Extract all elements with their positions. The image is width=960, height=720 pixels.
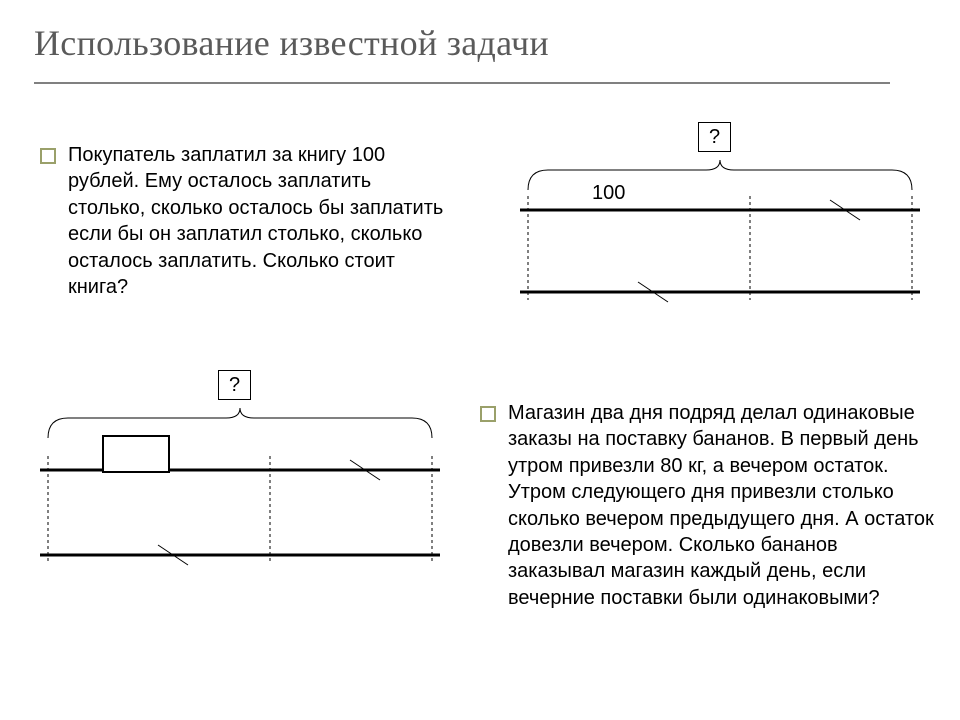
slide: Использование известной задачи Покупател… [0, 0, 960, 720]
title-block: Использование известной задачи [34, 22, 930, 92]
slide-title: Использование известной задачи [34, 22, 930, 64]
problem1-text: Покупатель заплатил за книгу 100 рублей.… [68, 142, 450, 300]
problem2-text: Магазин два дня подряд делал одинаковые … [508, 400, 935, 611]
diagram-bottom-svg [40, 370, 440, 575]
diagram-top-question: ? [698, 122, 731, 152]
diagram-top: ? 100 [520, 122, 920, 307]
diagram-bottom: ? [40, 370, 440, 575]
diagram-bottom-box [102, 435, 170, 473]
diagram-bottom-question: ? [218, 370, 251, 400]
diagram-top-label-100: 100 [592, 182, 625, 205]
problem2-block: Магазин два дня подряд делал одинаковые … [480, 400, 935, 611]
bullet-icon [480, 406, 496, 422]
problem1-block: Покупатель заплатил за книгу 100 рублей.… [40, 142, 450, 300]
bullet-icon [40, 148, 56, 164]
title-underline [34, 82, 890, 84]
